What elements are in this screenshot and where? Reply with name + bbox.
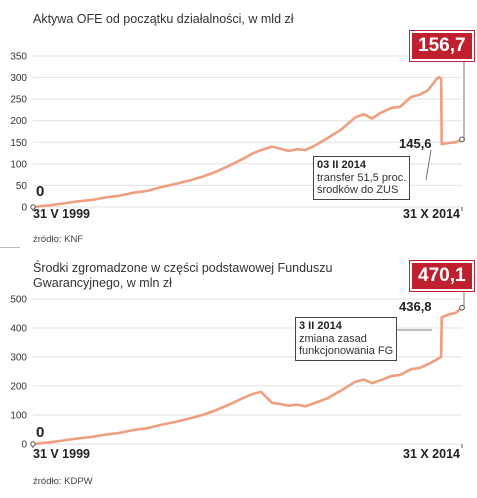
y-tick-label: 0 (21, 203, 27, 214)
annotation-line: transfer 51,5 proc. (317, 171, 407, 184)
chart-panel-ofe: Aktywa OFE od początku działalności, w m… (0, 0, 477, 248)
start-value-label: 0 (36, 183, 44, 200)
y-tick-label: 500 (10, 295, 27, 306)
source-note: źródło: KDPW (33, 476, 93, 487)
start-value-label: 0 (36, 424, 44, 441)
annotation-date: 03 II 2014 (317, 159, 366, 171)
chart-panel-fg: Środki zgromadzone w części podstawowej … (0, 255, 477, 498)
event-value-label: 145,6 (399, 136, 432, 151)
series-line (32, 306, 463, 446)
chart-title: Aktywa OFE od początku działalności, w m… (33, 12, 294, 26)
x-tick-label: 31 V 1999 (33, 207, 90, 221)
x-tick-label: 31 X 2014 (403, 447, 460, 461)
end-point (459, 304, 465, 311)
y-tick-label: 250 (10, 95, 27, 106)
y-tick-label: 400 (10, 324, 27, 335)
y-tick-label: 300 (10, 73, 27, 84)
y-tick-label: 200 (10, 116, 27, 127)
event-annotation: 3 II 2014 zmiana zasad funkcjonowania FG (295, 317, 398, 361)
y-tick-label: 350 (10, 52, 27, 63)
event-annotation: 03 II 2014 transfer 51,5 proc. środków d… (313, 156, 411, 200)
series-line (32, 75, 463, 209)
annotation-line: funkcjonowania FG (299, 345, 394, 357)
final-value-badge: 470,1 (409, 260, 475, 292)
chart-svg: 0 50 100 150 200 250 300 350 31 V 1999 31 X 2014 0… (10, 52, 465, 221)
annotation-line: zmiana zasad (299, 332, 367, 345)
source-note: źródło: KNF (33, 234, 84, 245)
y-tick-label: 50 (16, 181, 28, 192)
event-value-label: 436,8 (399, 299, 432, 314)
y-tick-label: 150 (10, 138, 27, 149)
y-tick-label: 0 (21, 440, 27, 451)
x-tick-label: 31 V 1999 (33, 447, 90, 461)
divider (0, 247, 20, 248)
annotation-date: 3 II 2014 (299, 320, 342, 332)
annotation-line: środków do ZUS (317, 184, 399, 196)
x-tick-label: 31 X 2014 (403, 207, 460, 221)
start-point (30, 441, 36, 447)
annotation-leader (425, 149, 432, 181)
final-value-badge: 156,7 (409, 30, 475, 62)
y-tick-label: 100 (10, 159, 27, 170)
start-point (30, 204, 36, 210)
y-tick-label: 200 (10, 382, 27, 393)
chart-svg: 0 100 200 300 400 500 31 V 1999 31 X 2014 0 436,8 (10, 287, 465, 461)
y-tick-label: 300 (10, 353, 27, 364)
chart-title: Środki zgromadzone w części podstawowej … (33, 261, 333, 290)
y-tick-label: 100 (10, 411, 27, 422)
